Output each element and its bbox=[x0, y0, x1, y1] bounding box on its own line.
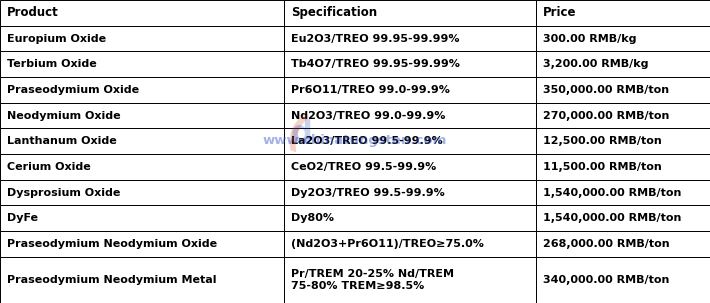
Text: Cerium Oxide: Cerium Oxide bbox=[7, 162, 91, 172]
Bar bbox=[284, 51, 536, 77]
Bar bbox=[0, 128, 284, 154]
Bar bbox=[536, 205, 710, 231]
Text: 270,000.00 RMB/ton: 270,000.00 RMB/ton bbox=[543, 111, 670, 121]
Bar bbox=[536, 26, 710, 51]
Text: 3,200.00 RMB/kg: 3,200.00 RMB/kg bbox=[543, 59, 649, 69]
Text: Tb4O7/TREO 99.95-99.99%: Tb4O7/TREO 99.95-99.99% bbox=[291, 59, 460, 69]
Bar bbox=[536, 51, 710, 77]
Bar bbox=[284, 231, 536, 257]
Text: Specification: Specification bbox=[291, 6, 377, 19]
Text: Lanthanum Oxide: Lanthanum Oxide bbox=[7, 136, 117, 146]
Text: 300.00 RMB/kg: 300.00 RMB/kg bbox=[543, 34, 637, 44]
Bar bbox=[284, 103, 536, 128]
Text: 12,500.00 RMB/ton: 12,500.00 RMB/ton bbox=[543, 136, 662, 146]
Bar bbox=[284, 180, 536, 205]
Text: Praseodymium Neodymium Metal: Praseodymium Neodymium Metal bbox=[7, 275, 217, 285]
Bar bbox=[284, 205, 536, 231]
Bar bbox=[0, 77, 284, 103]
Text: 268,000.00 RMB/ton: 268,000.00 RMB/ton bbox=[543, 239, 670, 249]
Text: La2O3/TREO 99.5-99.9%: La2O3/TREO 99.5-99.9% bbox=[291, 136, 443, 146]
Text: 1,540,000.00 RMB/ton: 1,540,000.00 RMB/ton bbox=[543, 188, 682, 198]
Bar bbox=[0, 205, 284, 231]
Text: Praseodymium Neodymium Oxide: Praseodymium Neodymium Oxide bbox=[7, 239, 217, 249]
Text: Praseodymium Oxide: Praseodymium Oxide bbox=[7, 85, 139, 95]
Bar bbox=[536, 77, 710, 103]
Text: Dysprosium Oxide: Dysprosium Oxide bbox=[7, 188, 121, 198]
Text: Europium Oxide: Europium Oxide bbox=[7, 34, 106, 44]
Bar bbox=[536, 231, 710, 257]
Text: (Nd2O3+Pr6O11)/TREO≥75.0%: (Nd2O3+Pr6O11)/TREO≥75.0% bbox=[291, 239, 484, 249]
Bar bbox=[536, 103, 710, 128]
Bar bbox=[284, 0, 536, 26]
Bar bbox=[0, 154, 284, 180]
Text: (: ( bbox=[278, 112, 311, 158]
Bar bbox=[0, 51, 284, 77]
Text: DyFe: DyFe bbox=[7, 213, 38, 223]
Text: 1,540,000.00 RMB/ton: 1,540,000.00 RMB/ton bbox=[543, 213, 682, 223]
Text: Product: Product bbox=[7, 6, 59, 19]
Text: Neodymium Oxide: Neodymium Oxide bbox=[7, 111, 121, 121]
Bar bbox=[284, 77, 536, 103]
Bar bbox=[536, 180, 710, 205]
Text: 11,500.00 RMB/ton: 11,500.00 RMB/ton bbox=[543, 162, 662, 172]
Bar bbox=[536, 257, 710, 303]
Text: Dy80%: Dy80% bbox=[291, 213, 334, 223]
Bar bbox=[284, 128, 536, 154]
Bar bbox=[0, 0, 284, 26]
Text: Price: Price bbox=[543, 6, 577, 19]
Bar bbox=[284, 257, 536, 303]
Bar bbox=[0, 257, 284, 303]
Bar bbox=[0, 103, 284, 128]
Bar bbox=[536, 128, 710, 154]
Text: Pr6O11/TREO 99.0-99.9%: Pr6O11/TREO 99.0-99.9% bbox=[291, 85, 450, 95]
Text: Terbium Oxide: Terbium Oxide bbox=[7, 59, 97, 69]
Bar bbox=[0, 180, 284, 205]
Bar bbox=[284, 154, 536, 180]
Text: CeO2/TREO 99.5-99.9%: CeO2/TREO 99.5-99.9% bbox=[291, 162, 437, 172]
Text: d: d bbox=[291, 119, 312, 148]
Bar bbox=[536, 154, 710, 180]
Bar bbox=[284, 26, 536, 51]
Text: 350,000.00 RMB/ton: 350,000.00 RMB/ton bbox=[543, 85, 670, 95]
Text: Eu2O3/TREO 99.95-99.99%: Eu2O3/TREO 99.95-99.99% bbox=[291, 34, 459, 44]
Text: www.chinatungsten.com: www.chinatungsten.com bbox=[263, 135, 447, 147]
Text: Pr/TREM 20-25% Nd/TREM
75-80% TREM≥98.5%: Pr/TREM 20-25% Nd/TREM 75-80% TREM≥98.5% bbox=[291, 269, 454, 291]
Text: 340,000.00 RMB/ton: 340,000.00 RMB/ton bbox=[543, 275, 670, 285]
Bar bbox=[0, 231, 284, 257]
Bar bbox=[0, 26, 284, 51]
Text: Nd2O3/TREO 99.0-99.9%: Nd2O3/TREO 99.0-99.9% bbox=[291, 111, 445, 121]
Bar bbox=[536, 0, 710, 26]
Text: Dy2O3/TREO 99.5-99.9%: Dy2O3/TREO 99.5-99.9% bbox=[291, 188, 445, 198]
